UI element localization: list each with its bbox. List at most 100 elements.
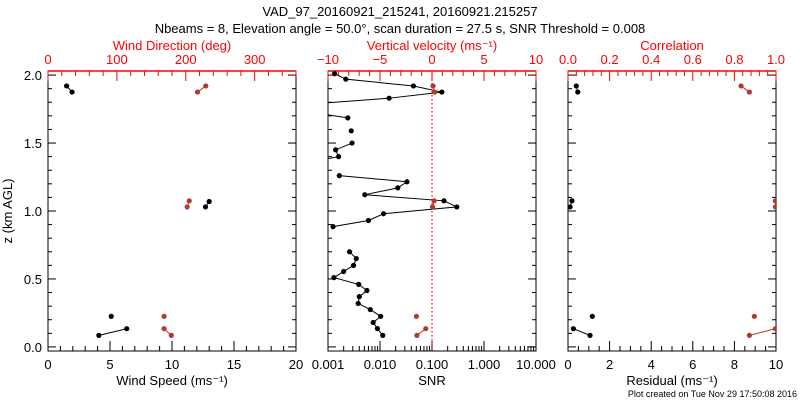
series-line bbox=[332, 175, 459, 228]
data-point bbox=[96, 332, 102, 338]
x-tick-label: 0.010 bbox=[364, 357, 397, 372]
series-line bbox=[328, 142, 353, 160]
plot-frame bbox=[567, 70, 777, 352]
top-tick-label: 5 bbox=[480, 52, 487, 67]
x-tick-label: 1.000 bbox=[468, 357, 501, 372]
top-axis-label: Correlation bbox=[640, 38, 704, 53]
data-point bbox=[430, 83, 436, 89]
data-point bbox=[108, 313, 114, 319]
data-point bbox=[332, 71, 338, 77]
series-wind-direction bbox=[161, 83, 209, 338]
data-point bbox=[186, 198, 192, 204]
data-point bbox=[331, 275, 337, 281]
top-axis-label: Wind Direction (deg) bbox=[113, 38, 232, 53]
data-point bbox=[314, 101, 319, 106]
data-point bbox=[772, 204, 776, 210]
top-tick-label: 10 bbox=[529, 52, 543, 67]
y-tick-label: 1.5 bbox=[24, 136, 42, 151]
data-point bbox=[772, 326, 776, 332]
x-tick-label: 10 bbox=[769, 357, 783, 372]
data-point bbox=[386, 95, 392, 101]
data-point bbox=[345, 115, 351, 121]
x-tick-label: 8 bbox=[731, 357, 738, 372]
x-axis-label: SNR bbox=[418, 373, 445, 388]
top-tick-label: 0 bbox=[428, 52, 435, 67]
data-point bbox=[746, 89, 752, 95]
series-vertical-velocity bbox=[413, 83, 438, 338]
series-residual bbox=[568, 83, 595, 338]
data-point bbox=[570, 326, 577, 332]
data-point bbox=[573, 83, 579, 89]
data-point bbox=[395, 185, 401, 191]
top-tick-label: −10 bbox=[317, 52, 339, 67]
plot-frame bbox=[47, 70, 297, 352]
top-tick-label: 0.6 bbox=[684, 52, 702, 67]
data-point bbox=[341, 268, 347, 275]
top-tick-label: −5 bbox=[373, 52, 388, 67]
series-line bbox=[328, 73, 443, 104]
top-tick-label: 0 bbox=[44, 52, 51, 67]
data-point bbox=[380, 211, 387, 217]
x-tick-label: 0.100 bbox=[416, 357, 449, 372]
data-point bbox=[343, 76, 349, 82]
data-point bbox=[64, 83, 70, 89]
panel-2: 0.001 0.010 0.100 1.000 10.000 SNR −10 −5 0 5 10 Ve… bbox=[312, 38, 556, 388]
data-point bbox=[69, 89, 75, 95]
data-point bbox=[124, 326, 130, 332]
panel-3: 0 2 4 6 8 10 Residual (ms⁻¹) 0.0 0.2 0.4 0.6 0.8 1.0… bbox=[559, 38, 785, 388]
x-tick-label: 2 bbox=[606, 357, 613, 372]
data-point bbox=[568, 204, 573, 210]
data-point bbox=[336, 154, 342, 160]
data-point bbox=[346, 249, 353, 255]
data-point bbox=[314, 158, 319, 163]
x-tick-label: 0 bbox=[44, 357, 51, 372]
y-axis-label: z (km AGL) bbox=[0, 178, 15, 243]
data-point bbox=[365, 217, 372, 224]
title-line2: Nbeams = 8, Elevation angle = 50.0°, sca… bbox=[155, 21, 646, 36]
series-correlation bbox=[738, 83, 776, 338]
data-point bbox=[374, 325, 380, 332]
series-line bbox=[328, 114, 348, 119]
data-point bbox=[203, 83, 209, 89]
top-axis-label: Vertical velocity (ms⁻¹) bbox=[367, 38, 497, 53]
data-point bbox=[348, 128, 354, 134]
x-axis-label: Wind Speed (ms⁻¹) bbox=[116, 373, 228, 388]
data-point bbox=[202, 204, 209, 210]
top-tick-label: 100 bbox=[106, 52, 128, 67]
data-point bbox=[751, 313, 757, 319]
data-point bbox=[336, 173, 342, 179]
data-point bbox=[370, 319, 376, 326]
series-line bbox=[98, 328, 127, 336]
data-point bbox=[168, 332, 174, 338]
series-line bbox=[749, 328, 776, 336]
top-tick-label: 0.8 bbox=[725, 52, 743, 67]
x-tick-label: 10.000 bbox=[516, 357, 556, 372]
data-point bbox=[380, 332, 386, 338]
data-point bbox=[367, 306, 373, 313]
footer-timestamp: Plot created on Tue Nov 29 17:50:08 2016 bbox=[628, 389, 797, 399]
y-tick-label: 1.0 bbox=[24, 204, 42, 219]
data-point bbox=[364, 287, 370, 294]
data-point bbox=[439, 89, 445, 95]
data-point bbox=[161, 326, 167, 332]
top-tick-label: 300 bbox=[244, 52, 266, 67]
y-tick-label: 0.0 bbox=[24, 340, 42, 355]
x-tick-label: 15 bbox=[227, 357, 241, 372]
data-point bbox=[355, 300, 361, 307]
title-line1: VAD_97_20160921_215241, 20160921.215257 bbox=[262, 4, 537, 19]
data-point bbox=[423, 326, 429, 332]
data-point bbox=[349, 140, 355, 146]
data-point bbox=[378, 313, 384, 319]
x-tick-label: 6 bbox=[689, 357, 696, 372]
x-tick-label: 10 bbox=[165, 357, 179, 372]
data-point bbox=[353, 255, 359, 262]
x-tick-label: 20 bbox=[289, 357, 303, 372]
data-point bbox=[332, 147, 339, 153]
data-point bbox=[587, 332, 593, 338]
data-point bbox=[414, 332, 420, 338]
data-point bbox=[410, 83, 417, 89]
top-tick-label: 0.0 bbox=[559, 52, 577, 67]
x-tick-label: 0.001 bbox=[312, 357, 345, 372]
